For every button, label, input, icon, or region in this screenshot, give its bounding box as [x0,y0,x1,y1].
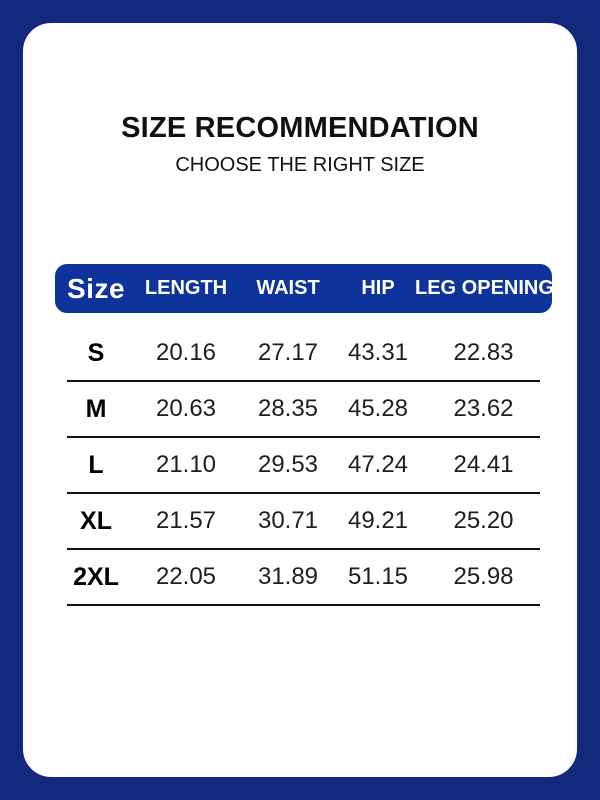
hip-value: 43.31 [347,339,409,366]
waist-value: 31.89 [257,563,319,590]
leg-opening-value: 24.41 [453,451,514,478]
leg-opening-value: 23.62 [453,395,514,422]
column-header-hip: HIP [361,277,395,299]
waist-value: 28.35 [257,395,319,422]
leg-opening-value: 25.20 [453,507,514,534]
row-separator [67,604,540,606]
size-table: Size LENGTH WAIST HIP LEG OPENING S 20.1… [55,264,554,606]
size-chart-card: SIZE RECOMMENDATION CHOOSE THE RIGHT SIZ… [23,23,577,777]
hip-value: 47.24 [347,451,409,478]
table-row-2xl: 2XL 22.05 31.89 51.15 25.98 [55,550,552,604]
heading-block: SIZE RECOMMENDATION CHOOSE THE RIGHT SIZ… [23,111,577,177]
hip-value: 45.28 [347,395,409,422]
size-label: XL [80,506,112,535]
column-header-length: LENGTH [144,277,228,299]
size-label: M [85,394,107,423]
waist-value: 27.17 [257,339,319,366]
table-row-m: M 20.63 28.35 45.28 23.62 [55,382,552,436]
length-value: 21.57 [155,507,217,534]
leg-opening-value: 22.83 [453,339,514,366]
column-header-leg-opening: LEG OPENING [415,277,554,299]
table-row-l: L 21.10 29.53 47.24 24.41 [55,438,552,492]
size-table-header: Size LENGTH WAIST HIP LEG OPENING [55,264,554,313]
size-label: S [87,338,105,367]
table-row-xl: XL 21.57 30.71 49.21 25.20 [55,494,552,548]
column-header-size: Size [66,272,126,304]
page-subtitle: CHOOSE THE RIGHT SIZE [175,154,425,176]
row-separator [67,548,540,550]
length-value: 21.10 [155,451,217,478]
length-value: 22.05 [155,563,217,590]
waist-value: 29.53 [257,451,319,478]
column-header-waist: WAIST [256,277,320,299]
hip-value: 51.15 [347,563,409,590]
table-row-s: S 20.16 27.17 43.31 22.83 [55,326,552,380]
length-value: 20.63 [155,395,217,422]
size-label: 2XL [73,562,119,591]
hip-value: 49.21 [347,507,409,534]
size-table-body: S 20.16 27.17 43.31 22.83 M 20.63 28.35 … [55,326,552,606]
page-title: SIZE RECOMMENDATION [121,112,479,144]
leg-opening-value: 25.98 [453,563,514,590]
row-separator [67,492,540,494]
row-separator [67,436,540,438]
size-label: L [88,450,104,479]
row-separator [67,380,540,382]
length-value: 20.16 [155,339,217,366]
waist-value: 30.71 [257,507,319,534]
